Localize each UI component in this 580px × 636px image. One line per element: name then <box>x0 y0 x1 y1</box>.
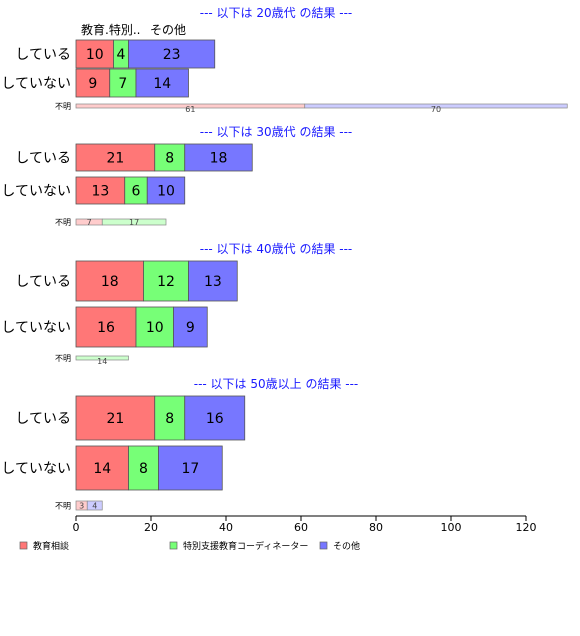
column-header: 教育.特別.. <box>81 22 140 37</box>
unknown-data-label: 70 <box>431 105 441 114</box>
unknown-data-label: 3 <box>79 502 84 511</box>
bar-segment <box>75 260 144 302</box>
data-label: 8 <box>165 411 174 427</box>
unknown-data-label: 61 <box>185 105 195 114</box>
bar-segment <box>75 143 156 172</box>
data-label: 6 <box>132 184 141 200</box>
data-label: 8 <box>139 461 148 477</box>
data-label: 17 <box>181 461 199 477</box>
legend-label: その他 <box>333 540 360 552</box>
data-label: 16 <box>206 411 224 427</box>
legend-swatch <box>319 541 328 550</box>
bar-segment <box>75 395 156 441</box>
data-label: 14 <box>93 461 111 477</box>
data-label: 4 <box>117 47 126 63</box>
x-tick-label: 0 <box>73 521 80 534</box>
bar-segment <box>154 395 186 441</box>
data-label: 21 <box>106 151 124 167</box>
legend-swatch <box>169 541 178 550</box>
data-label: 18 <box>210 151 228 167</box>
unknown-label: 不明 <box>55 102 71 111</box>
data-label: 13 <box>204 274 222 290</box>
unknown-data-label: 17 <box>129 218 139 227</box>
bar-segment <box>128 39 216 69</box>
data-label: 9 <box>186 320 195 336</box>
section-title: --- 以下は 40歳代 の結果 --- <box>200 242 353 256</box>
unknown-bar-segment <box>304 103 568 109</box>
x-tick-label: 100 <box>441 521 462 534</box>
data-label: 9 <box>88 76 97 92</box>
column-header: その他 <box>150 23 186 37</box>
row-label: していない <box>1 320 71 336</box>
bar-segment <box>109 68 137 98</box>
x-tick-label: 60 <box>294 521 308 534</box>
bar-segment <box>75 445 129 491</box>
row-label: していない <box>1 76 71 92</box>
row-label: している <box>15 274 71 290</box>
data-label: 23 <box>163 47 181 63</box>
bar-segment <box>143 260 189 302</box>
legend-label: 教育相談 <box>33 540 69 552</box>
section-title: --- 以下は 20歳代 の結果 --- <box>200 6 353 20</box>
unknown-bar-segment <box>101 218 167 226</box>
data-label: 10 <box>157 184 175 200</box>
bar-segment <box>173 306 208 348</box>
data-label: 13 <box>91 184 109 200</box>
unknown-bar-segment <box>86 500 103 511</box>
data-label: 10 <box>146 320 164 336</box>
section-title: --- 以下は 50歳以上 の結果 --- <box>194 377 359 391</box>
x-tick-label: 40 <box>219 521 233 534</box>
row-label: している <box>15 411 71 427</box>
data-label: 21 <box>106 411 124 427</box>
bar-segment <box>75 68 111 98</box>
unknown-data-label: 14 <box>97 357 107 366</box>
row-label: している <box>15 47 71 63</box>
unknown-data-label: 7 <box>87 218 92 227</box>
bar-segment <box>135 68 189 98</box>
row-label: していない <box>1 184 71 200</box>
bar-segment <box>75 176 126 205</box>
data-label: 7 <box>118 76 127 92</box>
data-label: 14 <box>153 76 171 92</box>
data-label: 16 <box>97 320 115 336</box>
bar-segment <box>158 445 223 491</box>
x-tick-label: 120 <box>516 521 537 534</box>
bar-segment <box>146 176 186 205</box>
legend-swatch <box>19 541 28 550</box>
data-label: 10 <box>86 47 104 63</box>
bar-segment <box>75 39 114 69</box>
bar-segment <box>184 395 246 441</box>
unknown-bar-segment <box>75 355 129 361</box>
section-title: --- 以下は 30歳代 の結果 --- <box>200 125 353 139</box>
unknown-data-label: 4 <box>92 502 97 511</box>
bar-segment <box>184 143 253 172</box>
bar-segment <box>188 260 238 302</box>
data-label: 12 <box>157 274 175 290</box>
x-tick-label: 20 <box>144 521 158 534</box>
row-label: していない <box>1 461 71 477</box>
unknown-label: 不明 <box>55 354 71 363</box>
data-label: 18 <box>101 274 119 290</box>
unknown-label: 不明 <box>55 218 71 227</box>
legend-label: 特別支援教育コーディネーター <box>183 540 308 552</box>
unknown-label: 不明 <box>55 502 71 511</box>
bar-segment <box>154 143 186 172</box>
x-tick-label: 80 <box>369 521 383 534</box>
row-label: している <box>15 151 71 167</box>
data-label: 8 <box>165 151 174 167</box>
